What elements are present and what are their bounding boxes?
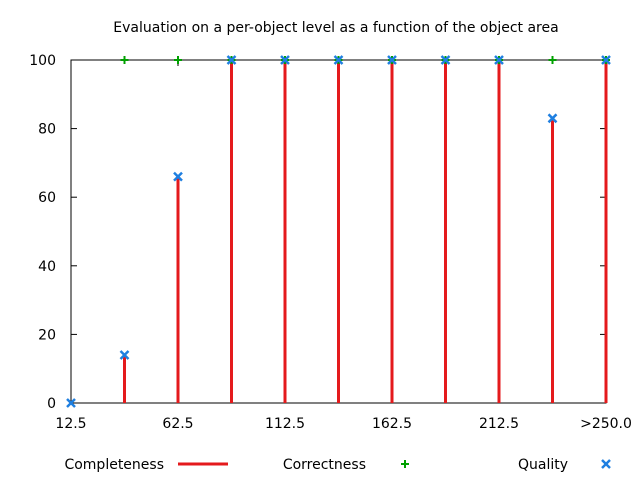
x-tick-label: 112.5: [265, 416, 305, 432]
quality-point: [226, 55, 237, 65]
legend-label-completeness: Completeness: [64, 457, 164, 473]
quality-point: [440, 55, 451, 65]
x-tick-label: >250.0: [580, 416, 632, 432]
quality-point: [280, 55, 290, 65]
legend-swatch-quality: [601, 459, 611, 469]
x-axis: 12.5 62.5 112.5 162.5 212.5 >250.0: [55, 60, 632, 432]
y-axis: 0 20 40 60 80 100: [29, 53, 606, 412]
x-tick-label: 162.5: [372, 416, 412, 432]
correctness-point: [120, 56, 129, 64]
quality-point: [601, 55, 611, 65]
y-tick-label: 40: [38, 259, 56, 275]
quality-point: [494, 55, 504, 65]
quality-point: [119, 350, 130, 360]
correctness-point: [548, 56, 557, 64]
quality-point: [547, 113, 558, 124]
y-tick-label: 0: [47, 396, 56, 412]
quality-point: [66, 398, 76, 408]
quality-point: [333, 55, 344, 65]
quality-point: [387, 55, 397, 65]
y-tick-label: 60: [38, 190, 56, 206]
x-tick-label: 62.5: [162, 416, 193, 432]
chart-title: Evaluation on a per-object level as a fu…: [113, 20, 558, 36]
quality-point: [173, 171, 183, 182]
y-tick-label: 100: [29, 53, 56, 69]
y-tick-label: 80: [38, 122, 56, 138]
legend-swatch-correctness: [401, 460, 409, 468]
y-tick-label: 20: [38, 327, 56, 343]
legend-label-quality: Quality: [518, 457, 568, 473]
x-tick-label: 212.5: [479, 416, 519, 432]
legend: Completeness Correctness Quality: [64, 457, 611, 473]
data-points: [66, 55, 611, 408]
x-tick-label: 12.5: [55, 416, 86, 432]
completeness-bars: [123, 60, 608, 403]
correctness-point: [174, 56, 182, 64]
legend-label-correctness: Correctness: [283, 457, 366, 473]
